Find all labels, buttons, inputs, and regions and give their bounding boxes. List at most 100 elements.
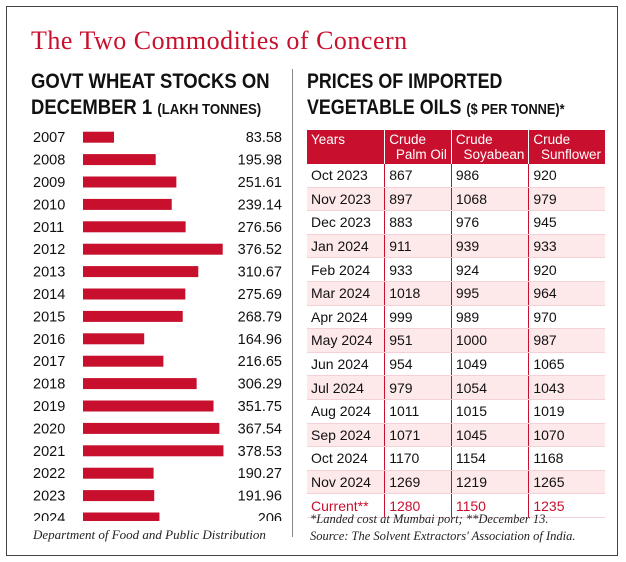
table-cell-crude-sunflower: 933 (528, 234, 605, 259)
year-label-2015: 2015 (33, 309, 65, 325)
table-cell-crude-sunflower: 987 (528, 328, 605, 353)
table-row: Mar 2024 1018 995 964 (307, 281, 605, 306)
table-cell-years: Nov 2023 (307, 187, 385, 212)
column-header-years: Years (307, 130, 385, 164)
table-row: Sep 2024 1071 1045 1070 (307, 423, 605, 448)
value-label-2024: 206 (258, 511, 282, 521)
year-label-2024: 2024 (33, 511, 65, 521)
table-cell-crude-palm-oil: 911 (384, 234, 452, 259)
bar-2008 (83, 154, 156, 166)
oil-title-line2: VEGETABLE OILS ($ PER TONNE)* (307, 95, 571, 123)
table-row: Nov 2024 1269 1219 1265 (307, 470, 605, 495)
bar-2014 (83, 288, 186, 300)
table-row: Oct 2024 1170 1154 1168 (307, 446, 605, 471)
table-cell-crude-sunflower: 970 (528, 305, 605, 330)
table-cell-crude-sunflower: 1065 (528, 352, 605, 377)
table-cell-crude-palm-oil: 1269 (384, 470, 452, 495)
table-cell-years: May 2024 (307, 328, 385, 353)
bar-2011 (83, 221, 186, 233)
table-cell-crude-soyabean: 924 (450, 257, 529, 282)
table-row: May 2024 951 1000 987 (307, 328, 605, 353)
table-cell-years: Jan 2024 (307, 234, 385, 259)
column-header-crude-soyabean-line2: Soyabean (463, 147, 525, 162)
oil-price-table: Years Crude Palm Oil Crude Soyabean Crude Sunf… (307, 130, 605, 518)
bar-2024 (83, 512, 160, 521)
value-label-2018: 306.29 (238, 377, 282, 393)
column-header-crude-sunflower: Crude Sunflower (528, 130, 605, 164)
table-cell-years: Apr 2024 (307, 305, 385, 330)
bar-2010 (83, 198, 172, 210)
year-label-2010: 2010 (33, 197, 65, 213)
table-cell-crude-sunflower: 920 (528, 257, 605, 282)
year-label-2016: 2016 (33, 332, 65, 348)
year-label-2008: 2008 (33, 153, 65, 169)
table-cell-crude-sunflower: 945 (528, 210, 605, 235)
column-header-crude-palm-oil-line2: Palm Oil (395, 147, 447, 162)
value-label-2021: 378.53 (238, 444, 282, 460)
table-cell-crude-soyabean: 995 (450, 281, 529, 306)
year-label-2011: 2011 (33, 220, 64, 236)
bar-2015 (83, 310, 183, 322)
table-cell-years: Mar 2024 (307, 281, 385, 306)
column-header-crude-sunflower-line2: Sunflower (540, 147, 601, 162)
oil-table-header-row: Years Crude Palm Oil Crude Soyabean Crude Sunf… (307, 130, 605, 164)
table-cell-crude-sunflower: 979 (528, 187, 605, 212)
table-cell-crude-sunflower: 920 (528, 164, 605, 188)
bar-2020 (83, 422, 220, 434)
table-row: Oct 2023 867 986 920 (307, 164, 605, 188)
value-label-2012: 376.52 (238, 242, 282, 258)
table-cell-crude-soyabean: 986 (450, 164, 529, 188)
table-cell-crude-palm-oil: 951 (384, 328, 452, 353)
table-cell-crude-palm-oil: 897 (384, 187, 452, 212)
year-label-2009: 2009 (33, 175, 65, 191)
value-label-2009: 251.61 (238, 175, 282, 191)
wheat-title-line1: GOVT WHEAT STOCKS ON (31, 70, 270, 93)
wheat-chart-title: GOVT WHEAT STOCKS ON DECEMBER 1 (LAKH TO… (31, 69, 270, 123)
year-label-2007: 2007 (33, 130, 65, 146)
table-cell-years: Aug 2024 (307, 399, 385, 424)
table-cell-years: Dec 2023 (307, 210, 385, 235)
oil-notes: *Landed cost at Mumbai port; **December … (310, 511, 620, 545)
oil-table-body: Oct 2023 867 986 920 Nov 2023 897 1068 979 Dec 2… (307, 164, 605, 518)
bar-2023 (83, 490, 155, 502)
year-label-2017: 2017 (33, 354, 65, 370)
bar-2018 (83, 378, 197, 390)
column-header-crude-soyabean-line1: Crude (455, 132, 493, 147)
value-label-2010: 239.14 (238, 197, 282, 213)
value-label-2015: 268.79 (238, 309, 282, 325)
table-cell-years: Feb 2024 (307, 257, 385, 282)
year-label-2014: 2014 (33, 287, 65, 303)
table-cell-crude-soyabean: 976 (450, 210, 529, 235)
table-cell-crude-palm-oil: 1170 (384, 446, 452, 471)
table-cell-crude-sunflower: 964 (528, 281, 605, 306)
table-cell-crude-sunflower: 1235 (528, 493, 605, 518)
table-cell-years: Current** (307, 493, 385, 518)
table-cell-crude-palm-oil: 954 (384, 352, 452, 377)
wheat-stocks-bar-chart: 2007 83.58 2008 195.98 2009 251.61 2010 239.14 2… (33, 130, 282, 521)
wheat-title-unit: (LAKH TONNES) (157, 101, 262, 118)
table-cell-crude-soyabean: 1154 (450, 446, 529, 471)
year-label-2013: 2013 (33, 265, 65, 281)
oil-table-title: PRICES OF IMPORTED VEGETABLE OILS ($ PER… (307, 69, 571, 123)
table-cell-crude-palm-oil: 1280 (384, 493, 452, 518)
table-cell-years: Jul 2024 (307, 375, 385, 400)
table-cell-crude-soyabean: 1015 (450, 399, 529, 424)
table-cell-crude-palm-oil: 999 (384, 305, 452, 330)
oil-title-line1: PRICES OF IMPORTED (307, 70, 503, 93)
table-cell-crude-soyabean: 1150 (450, 493, 529, 518)
column-header-crude-palm-oil-line1: Crude (389, 132, 426, 147)
table-cell-crude-soyabean: 1045 (450, 423, 529, 448)
table-row: Aug 2024 1011 1015 1019 (307, 399, 605, 424)
value-label-2014: 275.69 (238, 287, 282, 303)
year-label-2022: 2022 (33, 466, 65, 482)
column-header-crude-palm-oil: Crude Palm Oil (384, 130, 452, 164)
table-row: Current** 1280 1150 1235 (307, 493, 605, 518)
table-cell-crude-sunflower: 1043 (528, 375, 605, 400)
year-label-2023: 2023 (33, 489, 65, 505)
table-cell-crude-sunflower: 1070 (528, 423, 605, 448)
table-cell-years: Jun 2024 (307, 352, 385, 377)
value-label-2019: 351.75 (238, 399, 282, 415)
bar-2009 (83, 176, 177, 188)
table-cell-years: Oct 2023 (307, 164, 385, 188)
value-label-2017: 216.65 (238, 354, 282, 370)
